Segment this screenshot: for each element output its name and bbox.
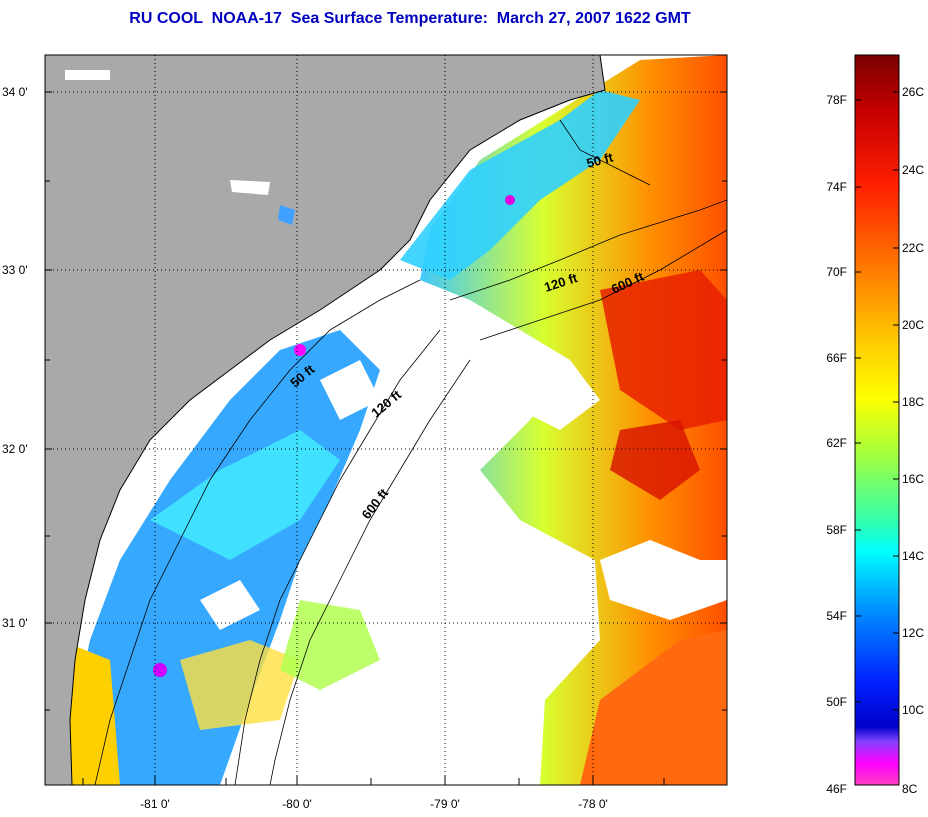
contour-label-50ft: 50 ft (585, 149, 615, 171)
colorbar (854, 54, 900, 786)
grid (45, 55, 727, 785)
lat-label: 33 0' (2, 263, 28, 277)
contour-50ft (94, 119, 651, 785)
cold-spot (294, 344, 306, 356)
warm-water-south (580, 630, 727, 785)
lat-label: 31 0' (2, 616, 28, 630)
warm-eddy (610, 420, 700, 500)
cloud-patch (440, 330, 600, 430)
cold-spot (153, 663, 167, 677)
lake (65, 70, 110, 80)
tick-marks (45, 91, 727, 785)
colorbar-ticks (855, 91, 899, 711)
colorbar-c-label: 22C (902, 241, 924, 255)
colorbar-c-label: 14C (902, 549, 924, 563)
lon-label: -80 0' (282, 797, 312, 811)
warm-patch-nearshore (180, 640, 300, 730)
lat-label: 34 0' (2, 85, 28, 99)
lon-label: -81 0' (140, 797, 170, 811)
lake (278, 205, 295, 225)
map-frame (44, 54, 728, 786)
colorbar-c-label: 16C (902, 472, 924, 486)
colorbar-c-label: 26C (902, 85, 924, 99)
cold-spot (505, 195, 515, 205)
cloud-patch (600, 540, 727, 620)
cloud-patch (320, 360, 380, 420)
lake (230, 180, 270, 195)
colorbar-c-label: 20C (902, 318, 924, 332)
lat-label: 32 0' (2, 442, 28, 456)
colorbar-f-label: 78F (826, 93, 847, 107)
lon-label: -79 0' (430, 797, 460, 811)
colorbar-c-label: 24C (902, 163, 924, 177)
cool-water-patch (150, 430, 340, 560)
colorbar-c-label: 10C (902, 703, 924, 717)
contour-120ft (234, 199, 727, 785)
colorbar-f-label: 74F (826, 180, 847, 194)
colorbar-c-label: 12C (902, 626, 924, 640)
colorbar-f-label: 66F (826, 351, 847, 365)
colorbar-c-label: 18C (902, 395, 924, 409)
coastline (69, 55, 606, 785)
land-mass (45, 55, 605, 785)
warm-eddy (600, 270, 727, 430)
colorbar-f-label: 46F (826, 782, 847, 796)
ocean-cool-band (400, 90, 640, 280)
colorbar-f-label: 70F (826, 265, 847, 279)
lon-label: -78 0' (578, 797, 608, 811)
contour-600ft (269, 229, 727, 785)
colorbar-f-label: 62F (826, 436, 847, 450)
colorbar-c-label: 8C (902, 782, 918, 796)
map-title: RU COOL NOAA-17 Sea Surface Temperature:… (129, 10, 691, 27)
colorbar-f-label: 58F (826, 523, 847, 537)
colorbar-f-label: 54F (826, 609, 847, 623)
warm-patch-nearshore (60, 640, 120, 785)
colorbar-f-label: 50F (826, 695, 847, 709)
cloud-patch (200, 580, 260, 630)
